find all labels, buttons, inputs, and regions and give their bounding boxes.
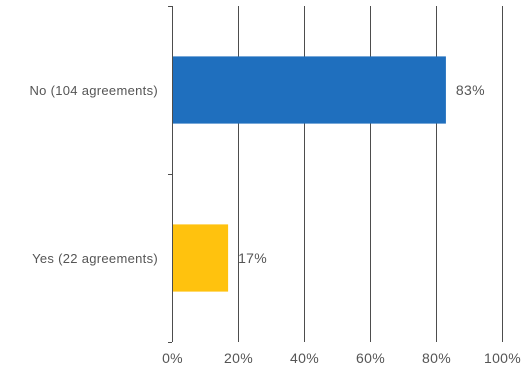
- x-tick-label-0: 0%: [162, 350, 183, 366]
- x-tick-label-80: 80%: [422, 350, 451, 366]
- category-label-0: No (104 agreements): [29, 83, 158, 98]
- labels: 0% 20% 40% 60% 80% 100% No (104 agreements) 83%…: [29, 82, 521, 366]
- category-label-1: Yes (22 agreements): [32, 251, 158, 266]
- x-tick-label-40: 40%: [290, 350, 319, 366]
- bar-0: [173, 56, 446, 124]
- bars: [173, 56, 446, 292]
- x-tick-label-60: 60%: [356, 350, 385, 366]
- x-tick-label-100: 100%: [484, 350, 521, 366]
- category-axis: [168, 6, 172, 343]
- x-tick-label-20: 20%: [224, 350, 253, 366]
- bar-1: [173, 224, 229, 292]
- data-label-1: 17%: [238, 250, 267, 266]
- data-label-0: 83%: [456, 82, 485, 98]
